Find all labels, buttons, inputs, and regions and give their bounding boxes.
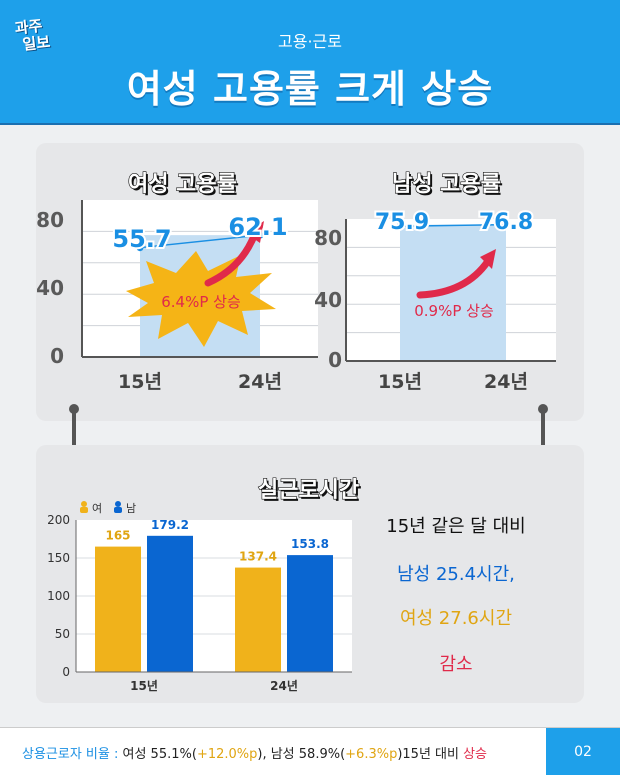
female-xtick-24: 24년: [238, 371, 282, 393]
male-ytick-40: 40: [314, 288, 342, 312]
bar-label-male-1: 153.8: [291, 537, 329, 551]
category-label: 고용·근로: [278, 32, 342, 51]
page-title: 여성 고용률 크게 상승: [126, 67, 494, 111]
female-chart-title: 여성 고용률: [127, 171, 237, 197]
legend-male-label: 남: [126, 502, 136, 515]
hours-xtick-24: 24년: [270, 679, 298, 693]
female-value-24: 62.1: [228, 213, 287, 241]
female-xtick-15: 15년: [118, 371, 162, 393]
bar-male-1: [287, 555, 333, 672]
male-employment-chart: [345, 219, 556, 362]
hours-note-female: 여성 27.6시간: [399, 608, 513, 629]
footer-rise: 상승: [463, 747, 488, 762]
bar-female-1: [235, 567, 281, 672]
male-point-24: [502, 221, 510, 229]
page-number[interactable]: 02: [546, 728, 620, 775]
employment-charts-svg: 80 40 0 15년 24년 55.7 62.1 6.4%P 상승 80 40…: [36, 200, 556, 393]
male-trend-line: [399, 223, 507, 228]
bar-label-female-1: 137.4: [239, 550, 277, 564]
footer-label: 상용근로자 비율 :: [22, 747, 119, 762]
footer-rest: )15년 대비: [397, 747, 464, 762]
footer-male: ), 남성 58.9%(: [257, 747, 346, 762]
footer-male-change: +6.3%p: [345, 747, 398, 762]
male-increase-label: 0.9%P 상승: [414, 302, 494, 320]
male-value-15: 75.9: [375, 210, 429, 235]
starburst-shape: [126, 251, 276, 347]
hours-ytick-150: 150: [47, 551, 70, 565]
male-chart-title: 남성 고용률: [391, 171, 501, 197]
legend-female-label: 여: [92, 502, 102, 515]
male-xtick-24: 24년: [484, 371, 528, 393]
hours-note-male: 남성 25.4시간,: [397, 564, 515, 585]
female-value-15: 55.7: [112, 225, 171, 253]
female-ytick-0: 0: [50, 344, 64, 368]
male-xtick-15: 15년: [378, 371, 422, 393]
legend: 여 남: [80, 501, 136, 515]
header-banner: 과주 일보 고용·근로 여성 고용률 크게 상승: [0, 0, 620, 125]
legend-male-icon-body: [114, 507, 122, 513]
female-rise-arrow: [204, 232, 258, 287]
hours-chart-title: 실근로시간: [257, 477, 360, 503]
hours-note-decrease: 감소: [439, 654, 473, 675]
female-point-15: [136, 244, 144, 252]
female-increase-label: 6.4%P 상승: [161, 293, 241, 311]
legend-female-icon-body: [80, 507, 88, 513]
footer-female-change: +12.0%p: [196, 747, 258, 762]
male-area: [400, 224, 506, 361]
legend-female-icon: [81, 501, 87, 507]
footer-female: 여성 55.1%(: [118, 747, 197, 762]
legend-male-icon: [115, 501, 121, 507]
hours-ytick-0: 0: [62, 665, 70, 679]
hours-ytick-50: 50: [55, 627, 70, 641]
bar-female-0: [95, 546, 141, 672]
male-arrow-head: [480, 249, 496, 269]
bar-label-female-0: 165: [105, 529, 130, 543]
male-ytick-80: 80: [314, 226, 342, 250]
male-value-24: 76.8: [479, 210, 533, 235]
hours-ytick-200: 200: [47, 513, 70, 527]
hours-ytick-100: 100: [47, 589, 70, 603]
hours-xtick-15: 15년: [130, 679, 158, 693]
male-ytick-0: 0: [328, 348, 342, 372]
male-rise-arrow: [416, 257, 492, 299]
hours-note-line1: 15년 같은 달 대비: [386, 516, 526, 537]
female-ytick-80: 80: [36, 208, 64, 232]
footer-bar: 상용근로자 비율 : 여성 55.1%(+12.0%p), 남성 58.9%(+…: [0, 727, 620, 775]
female-arrow-head: [246, 221, 264, 243]
female-trend-line: [139, 234, 261, 249]
female-ytick-40: 40: [36, 276, 64, 300]
female-employment-chart: [81, 200, 318, 358]
footer-summary: 상용근로자 비율 : 여성 55.1%(+12.0%p), 남성 58.9%(+…: [22, 743, 487, 762]
bar-label-male-0: 179.2: [151, 518, 189, 532]
male-point-15: [396, 222, 404, 230]
bar-male-0: [147, 535, 193, 672]
